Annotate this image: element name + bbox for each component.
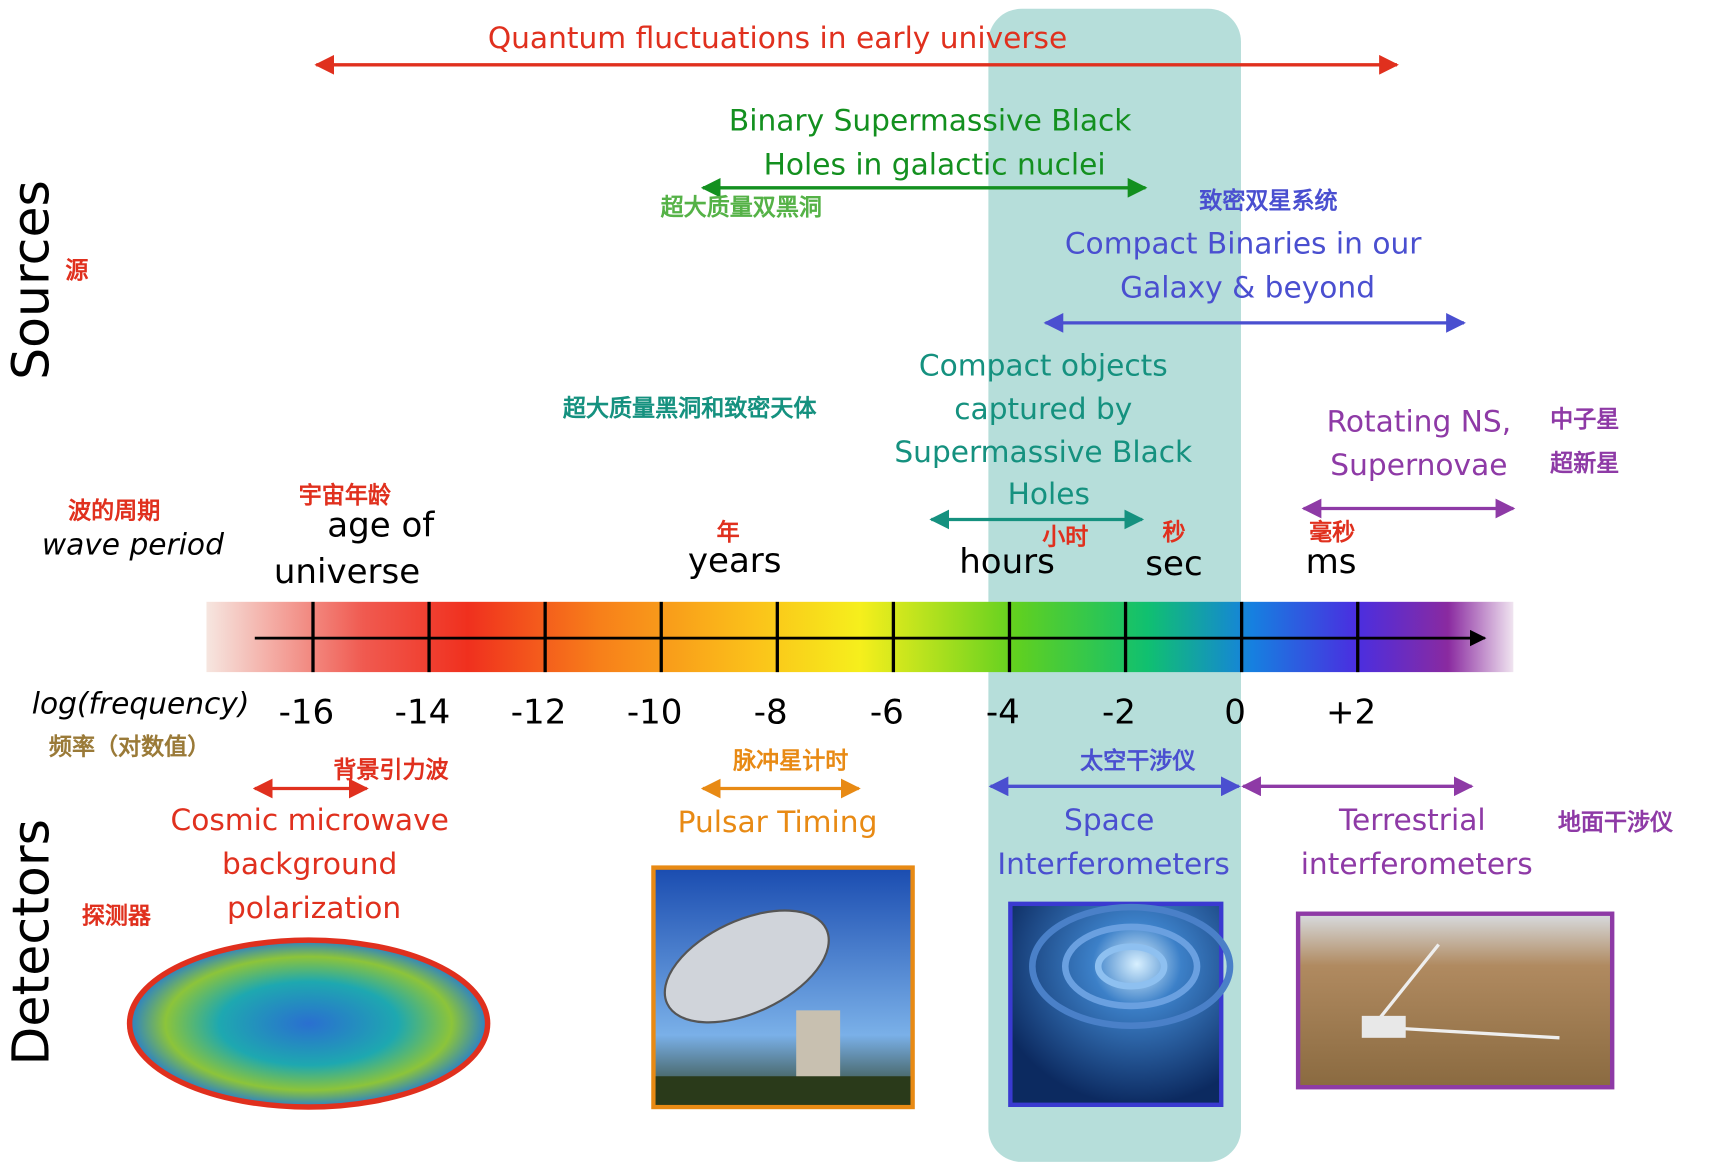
source-label: Supernovae (1330, 447, 1507, 482)
tick-label: -14 (395, 692, 451, 732)
frequency-label: log(frequency) (32, 686, 250, 721)
tick-label: -6 (870, 692, 904, 732)
source-label: Holes (1008, 476, 1090, 511)
tick-label: -2 (1102, 692, 1136, 732)
period-label-cn: 波的周期 (68, 497, 160, 524)
detector-label: polarization (227, 890, 401, 925)
period-mark: years (688, 541, 782, 581)
source-label-cn: 中子星 (1550, 407, 1619, 433)
detector-label-cn: 脉冲星计时 (732, 749, 848, 775)
space-image (1008, 901, 1234, 1108)
detector-label-cn: 地面干涉仪 (1558, 810, 1674, 836)
source-label-cn: 超大质量双黑洞 (661, 195, 822, 221)
source-label: captured by (954, 391, 1132, 426)
detector-label: interferometers (1301, 846, 1533, 881)
source-label: Binary Supermassive Black (729, 102, 1132, 137)
side-label-cn: 探测器 (82, 904, 152, 930)
source-label: Quantum fluctuations in early universe (488, 20, 1067, 55)
tick-label: 0 (1224, 692, 1246, 732)
side-label: Detectors (2, 819, 61, 1065)
detector-label-cn: 背景引力波 (333, 757, 449, 783)
detector-label-cn: 太空干涉仪 (1080, 748, 1196, 775)
space-band (988, 8, 1241, 1162)
detector-label: Space (1064, 802, 1154, 837)
tick-label: +2 (1326, 692, 1376, 732)
period-mark-cn: 年 (717, 519, 740, 546)
detector-label: background (222, 846, 397, 881)
detector-label: Pulsar Timing (678, 804, 878, 839)
tick-label: -8 (754, 692, 788, 732)
tick-label: -4 (986, 692, 1020, 732)
cmb-image (126, 937, 491, 1110)
source-label-cn: 超新星 (1550, 450, 1619, 477)
tick-group: -16 -14 -12 -10 -8 -6 -4 -2 0 +2 (279, 601, 1376, 732)
source-label: Supermassive Black (894, 434, 1193, 469)
source-label: Holes in galactic nuclei (764, 146, 1106, 181)
tick-label: -12 (511, 692, 567, 732)
source-label-cn: 致密双星系统 (1199, 188, 1337, 215)
tick-label: -10 (627, 692, 683, 732)
period-mark-cn: 秒 (1162, 520, 1185, 546)
pulsar-image (651, 865, 915, 1110)
period-mark-cn: 小时 (1042, 525, 1088, 551)
detector-label: Cosmic microwave (171, 802, 449, 837)
source-label-cn: 超大质量黑洞和致密天体 (563, 395, 817, 422)
period-mark: age of (327, 506, 435, 546)
ligo-image (1295, 911, 1615, 1090)
period-mark: ms (1306, 542, 1357, 582)
period-mark-cn: 毫秒 (1309, 519, 1355, 546)
period-mark: sec (1145, 544, 1202, 584)
frequency-label-cn: 频率（对数值） (49, 733, 210, 760)
tick-label: -16 (279, 692, 335, 732)
period-mark: universe (274, 552, 420, 592)
side-label: Sources (2, 180, 61, 380)
source-label: Compact objects (919, 347, 1168, 382)
side-label-cn: 源 (65, 258, 88, 284)
detector-label: Interferometers (997, 846, 1230, 881)
period-label: wave period (42, 526, 224, 561)
source-label: Galaxy & beyond (1120, 269, 1375, 304)
period-mark: hours (959, 542, 1055, 582)
period-mark-cn: 宇宙年龄 (299, 482, 392, 509)
source-label: Rotating NS, (1327, 403, 1511, 438)
source-label: Compact Binaries in our (1065, 225, 1422, 260)
detector-label: Terrestrial (1338, 802, 1486, 837)
